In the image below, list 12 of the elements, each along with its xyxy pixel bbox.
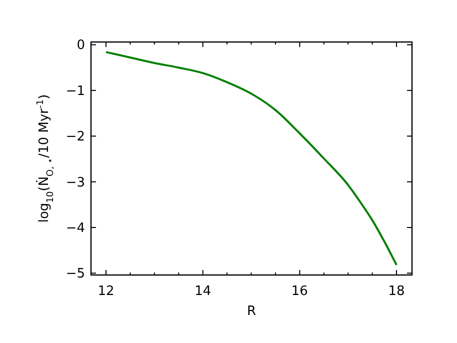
x-tick-label: 16	[291, 284, 308, 299]
x-tick-label: 18	[388, 284, 405, 299]
y-tick-label: −5	[66, 266, 85, 282]
y-tick-label: −3	[66, 175, 85, 190]
y-tick-label: −4	[66, 220, 85, 236]
x-axis-title: R	[246, 304, 256, 319]
y-tick-label: −1	[66, 84, 85, 99]
y-tick-label: 0	[76, 38, 85, 54]
line-series	[105, 51, 398, 266]
x-tick-label: 14	[194, 284, 212, 299]
y-tick-label: −2	[66, 130, 85, 145]
x-tick-label: 12	[98, 284, 114, 299]
